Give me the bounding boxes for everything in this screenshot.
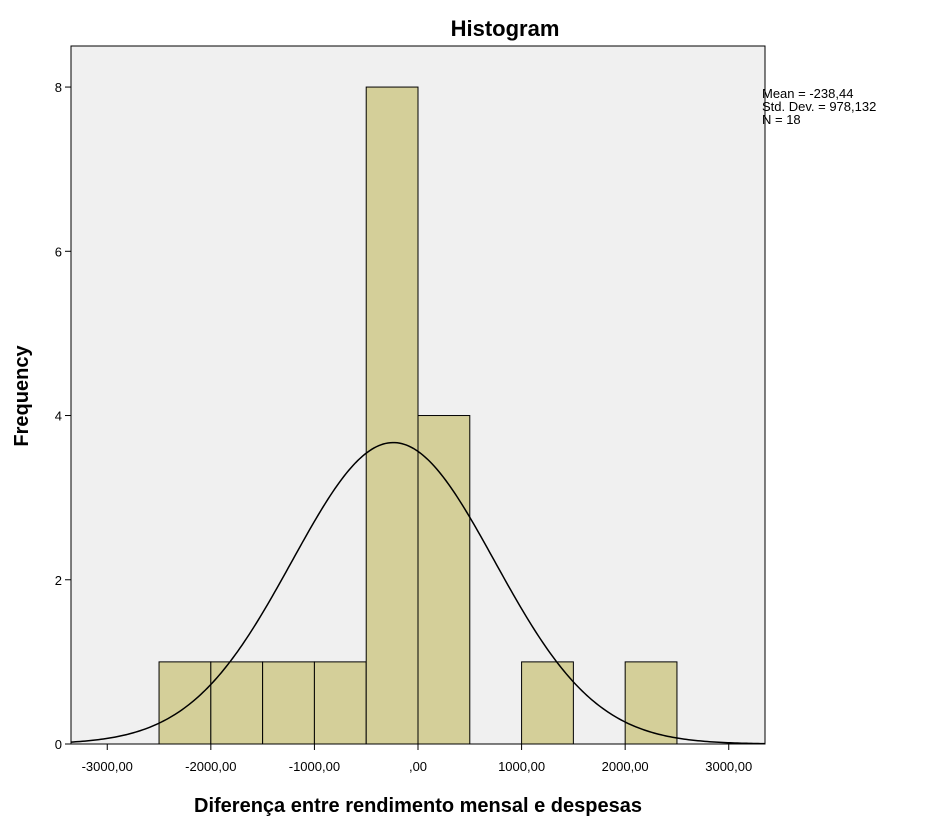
histogram-bar: [624, 661, 678, 745]
x-axis-ticks: -3000,00 -2000,00 -1000,00 ,00 1000,00 2000,0…: [82, 744, 752, 774]
y-tick-label: 0: [55, 737, 62, 752]
chart-title: Histogram: [451, 16, 560, 41]
x-tick-label: -2000,00: [185, 759, 236, 774]
histogram-bar: [210, 661, 264, 745]
x-tick-label: 1000,00: [498, 759, 545, 774]
stats-mean: Mean = -238,44: [762, 86, 854, 101]
x-tick-label: 3000,00: [705, 759, 752, 774]
y-tick-label: 2: [55, 573, 62, 588]
histogram-bar: [158, 661, 212, 745]
normal-curve: [70, 441, 766, 745]
y-tick-label: 8: [55, 80, 62, 95]
histogram-bar: [262, 661, 315, 745]
x-tick-label: -3000,00: [82, 759, 133, 774]
x-tick-label: 2000,00: [602, 759, 649, 774]
x-tick-label: -1000,00: [289, 759, 340, 774]
histogram-bar: [417, 415, 471, 745]
x-tick-label: ,00: [409, 759, 427, 774]
histogram-bar: [365, 86, 419, 745]
y-tick-label: 6: [55, 244, 62, 259]
y-axis-ticks: 0 2 4 6 8: [55, 80, 71, 752]
x-axis-label: Diferença entre rendimento mensal e desp…: [194, 795, 642, 817]
histogram-bar: [313, 661, 367, 745]
histogram-bar: [521, 661, 574, 745]
y-axis-label: Frequency: [11, 345, 33, 447]
stats-box: Mean = -238,44 Std. Dev. = 978,132 N = 1…: [762, 87, 876, 126]
bars-group: [158, 86, 678, 745]
stats-std-dev: Std. Dev. = 978,132: [762, 99, 877, 114]
stats-n: N = 18: [762, 112, 801, 127]
y-tick-label: 4: [55, 409, 62, 424]
